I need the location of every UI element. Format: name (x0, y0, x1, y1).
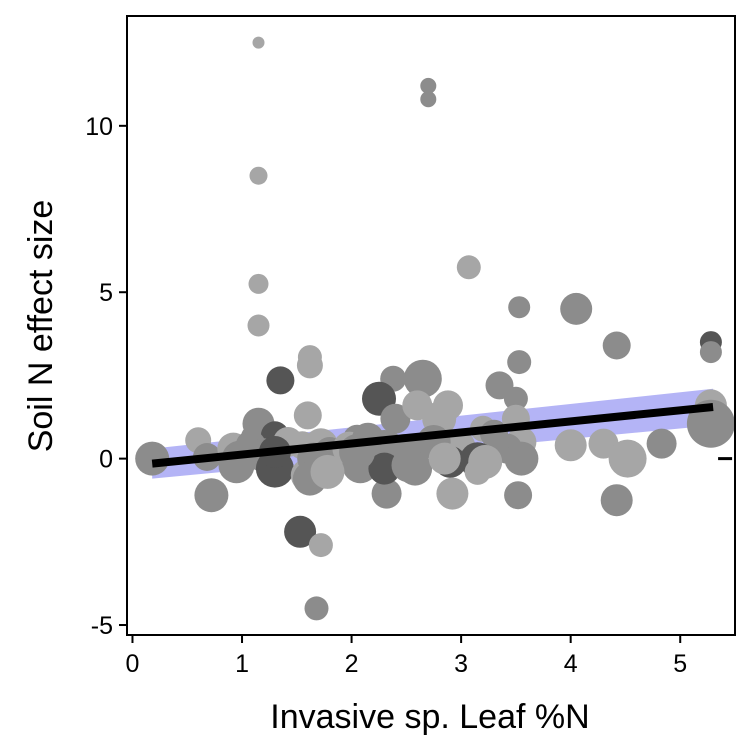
data-point (436, 477, 469, 510)
data-point (266, 366, 295, 395)
data-point (310, 454, 345, 489)
data-point (284, 515, 317, 548)
data-point (391, 448, 426, 483)
data-point (304, 596, 329, 621)
data-point (602, 331, 631, 360)
data-point (608, 439, 647, 478)
data-point (252, 36, 265, 49)
x-tick-label: 2 (345, 650, 359, 678)
y-tick-label: 5 (99, 279, 113, 307)
data-point (403, 359, 442, 398)
x-tick-label: 1 (235, 650, 249, 678)
data-point (420, 77, 437, 94)
data-point (504, 441, 539, 476)
data-point (420, 91, 437, 108)
data-point (248, 273, 269, 294)
data-point (293, 401, 322, 430)
y-axis-title: Soil N effect size (22, 200, 60, 453)
x-tick-label: 0 (126, 650, 140, 678)
data-point (433, 390, 463, 421)
data-point (247, 314, 270, 337)
data-point (554, 429, 587, 462)
data-point (508, 296, 531, 319)
y-tick-label: -5 (91, 612, 113, 640)
data-point (296, 352, 323, 379)
data-points-layer (135, 36, 735, 621)
data-point (194, 478, 229, 513)
regression-line (151, 403, 714, 468)
data-point (428, 442, 461, 475)
data-point (135, 441, 170, 476)
data-point (380, 403, 411, 434)
axes-layer: 0 1 2 3 4 5 -5 0 5 10 (85, 15, 736, 678)
y-tick-label: 0 (99, 446, 113, 474)
x-tick-label: 3 (454, 650, 468, 678)
data-point (699, 341, 722, 364)
plot-panel-border (126, 15, 736, 636)
x-axis-title: Invasive sp. Leaf %N (270, 698, 589, 736)
data-point (560, 292, 593, 325)
y-tick-label: 10 (85, 113, 113, 141)
data-point (456, 255, 481, 280)
data-point (468, 444, 503, 479)
data-point (371, 478, 402, 509)
data-point (507, 350, 532, 375)
data-point (504, 481, 533, 510)
reference-lines-layer (151, 403, 735, 468)
data-point (600, 484, 633, 517)
data-point (249, 166, 268, 185)
data-point (308, 533, 333, 558)
x-tick-label: 4 (564, 650, 578, 678)
data-point (503, 386, 528, 411)
data-point (646, 428, 677, 459)
x-tick-label: 5 (673, 650, 687, 678)
